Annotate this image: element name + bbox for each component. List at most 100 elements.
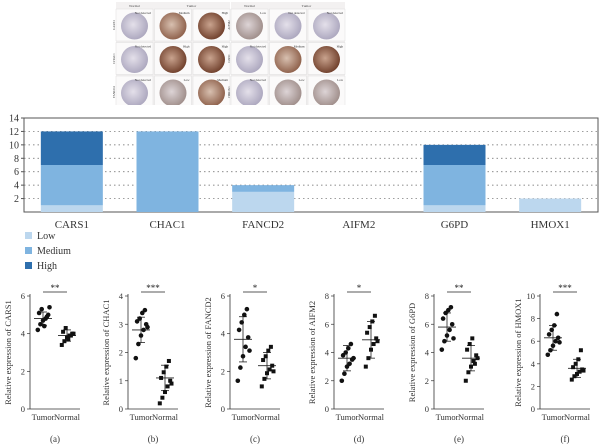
data-point-normal xyxy=(367,325,372,330)
ihc-tissue-core xyxy=(313,12,340,40)
y-tick-label: 6 xyxy=(531,336,535,346)
significance-marker: * xyxy=(357,283,362,293)
data-point-normal xyxy=(159,375,164,380)
data-point-tumor xyxy=(553,338,558,344)
stacked-bar-chart: 2 4 6 8 10 12 14 CARS1 CHAC1 FANCD2 AIFM2 G6PD HMOX1… xyxy=(9,114,599,272)
y-tick-label: 6 xyxy=(425,319,429,329)
data-point-normal xyxy=(261,358,266,363)
data-point-tumor xyxy=(451,336,456,341)
data-point-tumor xyxy=(348,341,354,347)
data-point-tumor xyxy=(449,321,455,327)
bar-fancd2-medium xyxy=(232,185,295,192)
data-point-normal xyxy=(471,358,476,363)
data-point-tumor xyxy=(448,305,454,310)
data-point-tumor xyxy=(145,324,150,330)
y-tick-label: 8 xyxy=(325,291,329,301)
data-point-normal xyxy=(166,358,171,363)
data-point-tumor xyxy=(549,327,554,333)
data-point-tumor xyxy=(444,333,450,338)
data-point-normal xyxy=(71,331,76,336)
data-point-normal xyxy=(262,376,267,381)
data-point-tumor xyxy=(442,338,447,344)
x-tick-label: Tumor xyxy=(32,412,55,422)
ihc-cell-label: Low xyxy=(184,78,191,82)
data-point-tumor xyxy=(245,335,251,340)
data-point-normal xyxy=(370,319,375,324)
ihc-cell-label: Low xyxy=(299,78,306,82)
ihc-tissue-core xyxy=(274,46,302,73)
legend-label-high: High xyxy=(37,261,57,272)
data-point-normal xyxy=(165,384,170,389)
ihc-cell-label: Medium xyxy=(217,78,228,82)
ihc-tissue-core xyxy=(121,12,148,40)
y-tick-label: 2 xyxy=(21,366,25,376)
data-point-tumor xyxy=(136,341,141,347)
y-axis-label: Relative expression of FANCD2 xyxy=(203,297,213,408)
bar-cars1-medium xyxy=(40,165,103,206)
data-point-tumor xyxy=(47,305,52,310)
ihc-cell-label: Not detected xyxy=(250,45,267,49)
data-point-normal xyxy=(465,347,470,352)
ihc-tissue-core xyxy=(121,46,148,73)
data-point-normal xyxy=(61,329,66,334)
ihc-cell-label: High xyxy=(222,45,229,49)
y-tick-label: 2 xyxy=(119,348,123,358)
data-point-normal xyxy=(572,374,577,379)
ihc-header-tumor: Tumor xyxy=(302,4,312,8)
legend-label-low: Low xyxy=(37,231,56,242)
y-tick-label: 0 xyxy=(221,404,225,414)
data-point-normal xyxy=(163,390,167,395)
data-point-normal xyxy=(270,363,275,368)
ihc-header-tumor: Tumor xyxy=(187,4,197,8)
x-tick-label: Tumor xyxy=(336,412,359,422)
data-point-normal xyxy=(577,369,582,374)
ihc-cell-label: Medium xyxy=(179,11,190,15)
data-point-normal xyxy=(363,364,368,369)
x-tick-label: Normal xyxy=(564,412,591,422)
data-point-normal xyxy=(365,330,370,335)
data-point-normal xyxy=(168,378,173,383)
y-tick-label: 10 xyxy=(527,291,536,301)
bar-chac1-medium xyxy=(136,131,199,212)
data-point-tumor xyxy=(133,355,139,361)
data-point-normal xyxy=(157,401,162,406)
y-tick-label: 0 xyxy=(325,404,329,414)
data-point-normal xyxy=(372,313,377,318)
y-tick-label: 2 xyxy=(14,194,19,205)
ihc-tissue-core xyxy=(198,12,225,40)
y-axis-label: Relative expression of CHAC1 xyxy=(101,300,111,406)
ihc-tissue-core xyxy=(274,12,302,40)
y-tick-label: 4 xyxy=(531,359,536,369)
ihc-tissue-core xyxy=(159,46,187,73)
x-tick-label: G6PD xyxy=(441,219,469,231)
ihc-tissue-core xyxy=(313,46,340,73)
ihc-tissue-core xyxy=(274,79,302,105)
significance-marker: ** xyxy=(51,283,61,293)
ihc-tissue-core xyxy=(198,46,225,73)
y-tick-label: 2 xyxy=(531,381,535,391)
data-point-tumor xyxy=(347,361,352,367)
y-tick-label: 8 xyxy=(14,154,19,165)
data-point-tumor xyxy=(545,352,551,358)
significance-marker: * xyxy=(253,283,258,293)
data-point-tumor xyxy=(141,327,146,333)
ihc-cell-label: High xyxy=(222,11,229,15)
data-point-normal xyxy=(569,377,574,382)
data-point-tumor xyxy=(243,344,248,350)
bar-cars1-low xyxy=(40,205,103,212)
panel-label: (e) xyxy=(454,434,464,444)
data-point-normal xyxy=(475,356,480,361)
y-tick-label: 4 xyxy=(119,291,124,301)
ihc-cell-label: Low xyxy=(337,78,344,82)
legend-swatch-medium xyxy=(25,247,32,254)
data-point-tumor xyxy=(546,332,552,337)
y-tick-label: 8 xyxy=(531,314,535,324)
ihc-tissue-core xyxy=(236,79,263,105)
data-point-tumor xyxy=(36,310,42,316)
data-point-tumor xyxy=(244,306,250,312)
y-tick-label: 6 xyxy=(325,319,329,329)
data-point-tumor xyxy=(44,314,50,320)
data-point-tumor xyxy=(142,307,148,313)
data-point-tumor xyxy=(342,371,347,376)
